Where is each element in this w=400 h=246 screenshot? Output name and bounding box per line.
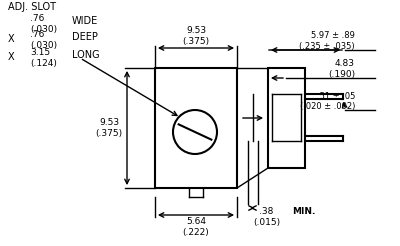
Text: LONG: LONG	[72, 50, 100, 60]
Bar	[155, 68, 237, 188]
Text: 5.64
(.222): 5.64 (.222)	[183, 217, 209, 237]
Text: 5.97 ± .89
(.235 ± .035): 5.97 ± .89 (.235 ± .035)	[299, 31, 355, 51]
Text: 4.83
(.190): 4.83 (.190)	[328, 59, 355, 79]
Text: WIDE: WIDE	[72, 16, 98, 26]
Bar	[268, 68, 305, 168]
Text: 3.15
(.124): 3.15 (.124)	[30, 48, 57, 68]
Text: 9.53
(.375): 9.53 (.375)	[96, 118, 122, 138]
Text: .76
(.030): .76 (.030)	[30, 30, 57, 50]
Text: .76
(.030): .76 (.030)	[30, 14, 57, 34]
Text: MIN.: MIN.	[292, 206, 316, 215]
Text: ADJ. SLOT: ADJ. SLOT	[8, 2, 56, 12]
Text: .38
(.015): .38 (.015)	[253, 207, 280, 227]
Text: X: X	[8, 34, 15, 44]
Text: DEEP: DEEP	[72, 32, 98, 42]
Text: 9.53
(.375): 9.53 (.375)	[182, 26, 210, 46]
Text: .51 ± .05
(.020 ± .002): .51 ± .05 (.020 ± .002)	[300, 92, 355, 111]
Text: X: X	[8, 52, 15, 62]
